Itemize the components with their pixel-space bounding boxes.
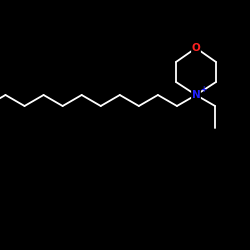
Text: N: N <box>192 90 200 100</box>
Text: O: O <box>192 43 200 53</box>
Text: +: + <box>200 85 206 94</box>
